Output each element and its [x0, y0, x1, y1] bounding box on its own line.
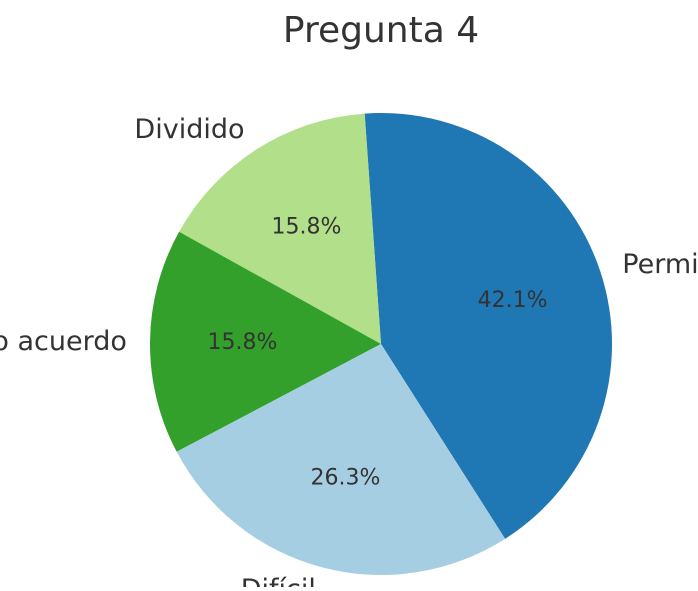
pie-slice-dificil [176, 344, 506, 575]
pie-slice-permitido [364, 113, 612, 539]
percent-labels: 42.1% 15.8% 15.8% 26.3% [207, 215, 547, 491]
category-labels: Permitido Dividido No acuerdo Difícil [0, 114, 698, 591]
percent-label-permitido: 42.1% [478, 288, 548, 313]
pie-slice-no-acuerdo [149, 231, 381, 452]
pie-slices [149, 113, 612, 575]
category-label-no-acuerdo: No acuerdo [0, 326, 127, 357]
category-label-dificil: Difícil [241, 574, 316, 587]
category-label-dividido: Dividido [134, 114, 244, 145]
percent-label-dividido: 15.8% [272, 215, 342, 240]
percent-label-dificil: 26.3% [311, 466, 381, 491]
pie-slice-dividido [179, 113, 381, 344]
percent-label-no-acuerdo: 15.8% [207, 330, 277, 355]
chart-title: Pregunta 4 [283, 10, 479, 51]
category-label-permitido: Permitido [622, 249, 698, 280]
